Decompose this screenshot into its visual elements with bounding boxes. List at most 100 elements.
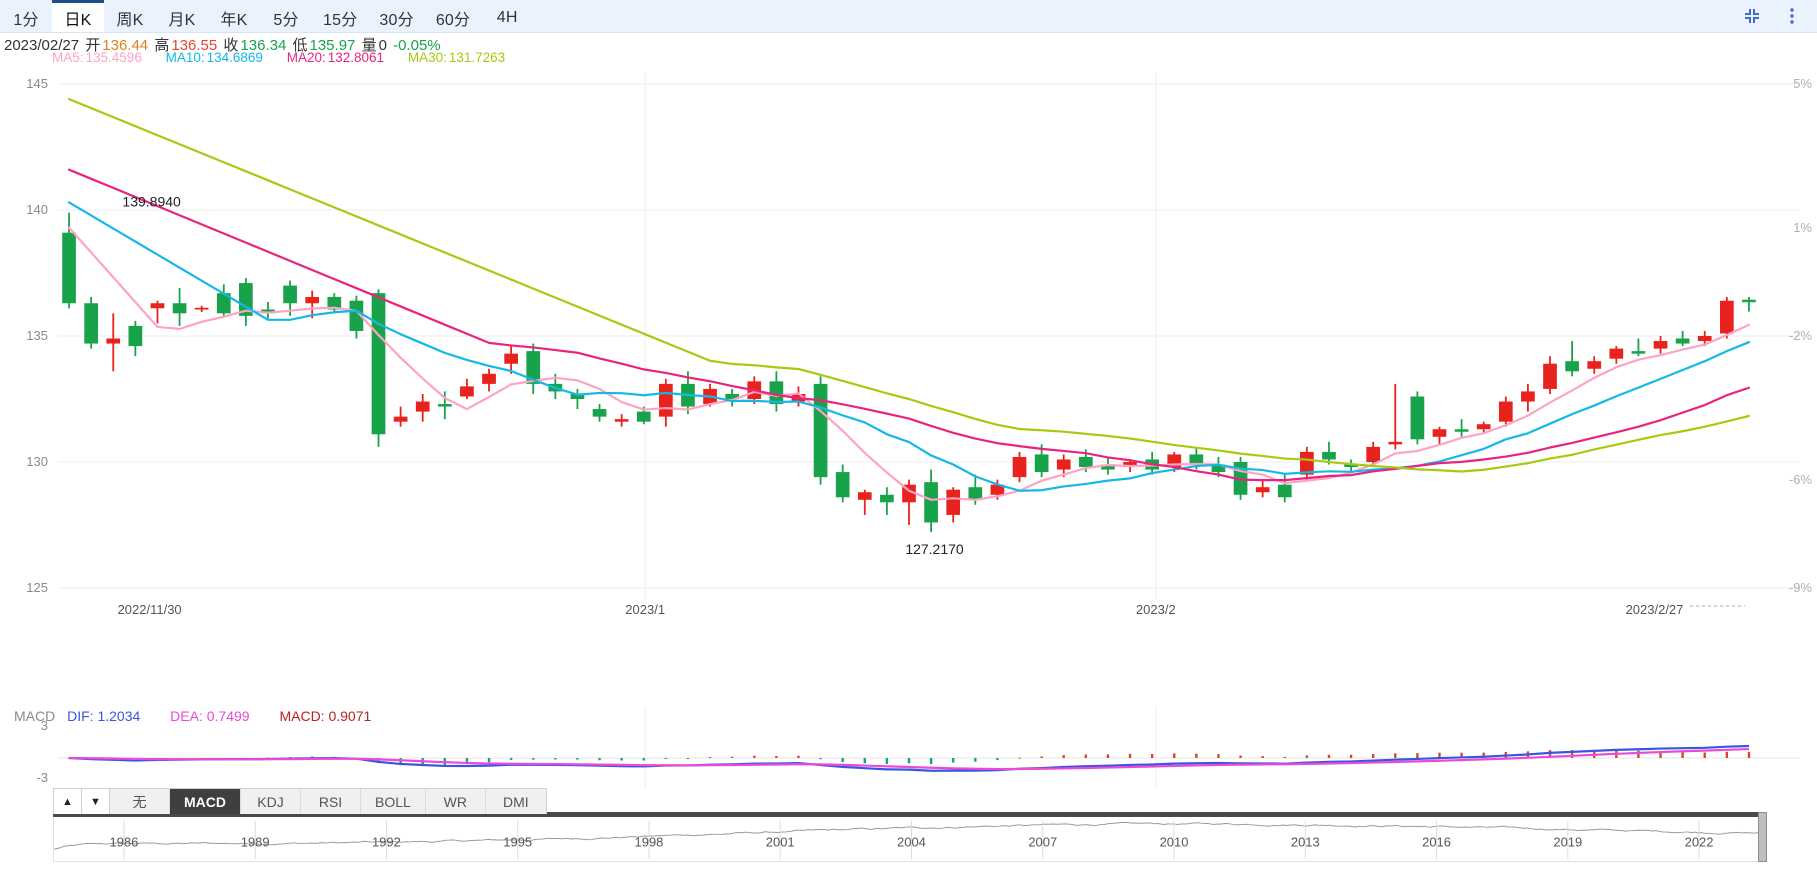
candle-body: [1521, 391, 1535, 402]
ma20-label: MA20:: [286, 50, 326, 65]
macd-chart-canvas[interactable]: 3 -3: [0, 706, 1817, 788]
y-axis-tick: 140: [26, 202, 48, 217]
up-arrow-glyph: ▲: [62, 795, 73, 808]
candle-body: [437, 404, 452, 407]
scroll-down-arrow-icon[interactable]: ▼: [82, 789, 110, 814]
tab-60m[interactable]: 60分: [425, 0, 481, 32]
candle-body: [1012, 456, 1027, 478]
range-scrollbar[interactable]: [53, 812, 1765, 817]
candle-body: [1255, 487, 1270, 493]
macd-bar: [1460, 752, 1463, 758]
overview-year-tick: 1992: [372, 834, 401, 849]
indicator-tab-wr[interactable]: WR: [425, 789, 486, 814]
candle-body: [857, 492, 872, 500]
tab-4h[interactable]: 4H: [481, 0, 533, 32]
indicator-tab-label: MACD: [184, 793, 226, 810]
candle-body: [1432, 429, 1447, 437]
macd-bar: [708, 757, 712, 759]
macd-bar: [1128, 753, 1132, 758]
indicator-tab-rsi[interactable]: RSI: [301, 789, 361, 814]
tab-daily[interactable]: 日K: [52, 0, 104, 32]
price-chart-canvas[interactable]: 145 140 135 130 125 5% 1% -2% -6% -9% 139.8940 127.…: [0, 72, 1817, 600]
quote-close-label: 收: [223, 37, 239, 54]
macd-bar: [620, 758, 623, 761]
price-chart-pane[interactable]: 145 140 135 130 125 5% 1% -2% -6% -9% 139.8940 127.…: [0, 72, 1817, 600]
macd-chart-pane[interactable]: 3 -3: [0, 706, 1817, 788]
macd-bar: [996, 758, 999, 761]
quote-low-value: 135.97: [309, 37, 356, 54]
indicator-tab-macd[interactable]: MACD: [170, 789, 241, 814]
candle-body: [1034, 454, 1049, 473]
quote-info-area: 2023/02/27 开 136.44 高 136.55 收 136.34 低 135.…: [0, 34, 1817, 66]
tab-label: 月K: [168, 11, 196, 29]
tab-30m[interactable]: 30分: [368, 0, 424, 32]
low-price-annotation: 127.2170: [905, 541, 964, 557]
range-handle-right[interactable]: [1758, 812, 1767, 862]
macd-bar: [1371, 753, 1375, 758]
candle-body: [1078, 456, 1093, 468]
more-vertical-icon[interactable]: [1781, 5, 1803, 27]
indicator-tab-none[interactable]: 无: [110, 789, 170, 814]
candle-body: [305, 296, 320, 304]
macd-legend: MACD DIF: 1.2034 DEA: 0.7499 MACD: 0.907…: [14, 708, 371, 724]
candle-body: [1189, 454, 1204, 465]
candle-body: [614, 419, 629, 422]
macd-bar: [1747, 751, 1751, 758]
right-axis-tick: 1%: [1793, 220, 1812, 235]
scroll-up-arrow-icon[interactable]: ▲: [54, 789, 82, 814]
quote-high-value: 136.55: [171, 37, 218, 54]
candle-body: [261, 309, 275, 314]
macd-bar: [1548, 750, 1552, 758]
range-overview[interactable]: 1986 1989 1992 1995 1998 2001 2004 2007 2010 2013…: [53, 812, 1767, 862]
macd-bar: [377, 758, 380, 764]
ma5-line: [67, 226, 1751, 501]
macd-bar: [753, 755, 756, 758]
quote-low-label: 低: [292, 37, 308, 54]
macd-bar: [730, 756, 734, 758]
macd-bar: [1084, 754, 1088, 758]
candle-body: [349, 300, 364, 331]
tab-5m[interactable]: 5分: [260, 0, 312, 32]
macd-bar: [465, 758, 469, 765]
indicator-tab-dmi[interactable]: DMI: [485, 789, 546, 814]
candle-body: [460, 386, 474, 397]
candle-body: [725, 393, 740, 399]
high-price-annotation: 139.8940: [122, 194, 181, 210]
candle-body: [216, 293, 231, 314]
macd-bar: [819, 758, 822, 760]
macd-bar: [1040, 756, 1043, 758]
candle-body: [482, 373, 496, 384]
overview-year-tick: 1995: [503, 834, 532, 849]
indicator-tab-boll[interactable]: BOLL: [361, 789, 426, 814]
right-axis-tick: 5%: [1793, 76, 1812, 91]
tab-label: 60分: [435, 11, 471, 29]
macd-bar: [1018, 757, 1021, 759]
tab-monthly[interactable]: 月K: [156, 0, 208, 32]
indicator-tabbar: ▲ ▼ 无 MACD KDJ RSI BOLL WR DMI: [53, 788, 547, 814]
tab-15m[interactable]: 15分: [312, 0, 368, 32]
quote-close-value: 136.34: [240, 37, 287, 54]
macd-dea-line: [69, 747, 1749, 771]
candle-body: [1609, 348, 1624, 359]
candle-body: [1056, 459, 1071, 470]
overview-body[interactable]: 1986 1989 1992 1995 1998 2001 2004 2007 2010 2013…: [53, 817, 1765, 862]
overview-year-tick: 1986: [109, 834, 138, 849]
macd-bar: [598, 758, 601, 761]
period-tabbar: 1分 日K 周K 月K 年K 5分 15分 30分 60分 4H: [0, 0, 1817, 33]
tab-yearly[interactable]: 年K: [208, 0, 260, 32]
y-axis-tick: 130: [26, 454, 48, 469]
overview-year-tick: 2013: [1291, 834, 1320, 849]
tabbar-icons: [1741, 0, 1817, 32]
candle-body: [968, 487, 983, 500]
indicator-tab-kdj[interactable]: KDJ: [241, 789, 301, 814]
macd-bar: [1725, 751, 1729, 758]
collapse-fullscreen-icon[interactable]: [1741, 5, 1763, 27]
candle-body: [194, 307, 209, 310]
candle-body: [1476, 424, 1491, 430]
tab-weekly[interactable]: 周K: [104, 0, 156, 32]
ma10-line: [67, 201, 1751, 492]
tab-1m[interactable]: 1分: [0, 0, 52, 32]
quote-open-label: 开: [85, 37, 101, 54]
overview-year-tick: 2004: [897, 834, 926, 849]
